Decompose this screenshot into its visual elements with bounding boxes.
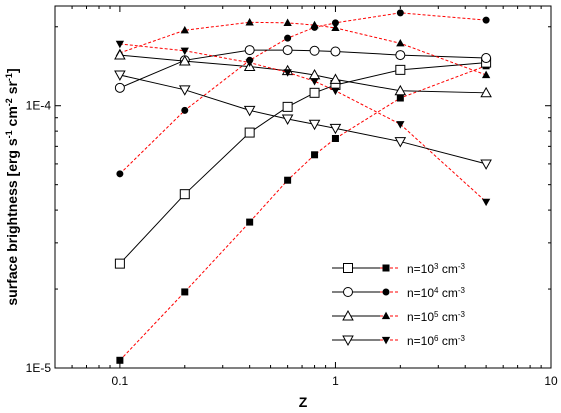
open-point	[282, 45, 293, 56]
open-point	[281, 114, 294, 125]
open-series-line	[119, 49, 487, 89]
legend-item: n=103 cm-3	[332, 262, 465, 277]
filled-point	[181, 106, 189, 114]
filled-point	[396, 38, 405, 47]
filled-point	[115, 40, 125, 49]
open-point	[114, 70, 126, 81]
filled-point	[482, 16, 490, 24]
series-2	[114, 17, 492, 98]
legend: n=103 cm-3 n=104 cm-3 n=105 cm-3 n=106 cm-3	[332, 262, 465, 349]
legend-filled-marker	[382, 288, 390, 296]
filled-point	[481, 198, 491, 207]
open-point	[244, 45, 255, 56]
filled-point	[331, 23, 340, 32]
open-series-line	[119, 62, 487, 264]
filled-point	[310, 78, 319, 86]
legend-label: n=103 cm-3	[407, 262, 465, 277]
filled-point	[180, 25, 189, 34]
y-tick-label: 1E-5	[26, 361, 52, 375]
filled-series-line	[119, 43, 487, 203]
y-tick-label: 1E-4	[26, 99, 52, 113]
filled-point	[396, 94, 404, 102]
legend-item: n=104 cm-3	[332, 286, 465, 301]
filled-point	[116, 356, 124, 364]
open-point	[309, 87, 320, 98]
legend-filled-marker	[382, 264, 390, 272]
open-point	[178, 85, 191, 96]
legend-label: n=105 cm-3	[407, 310, 465, 325]
open-point	[480, 86, 492, 98]
plot-frame	[54, 5, 552, 369]
filled-point	[245, 59, 254, 67]
filled-series-line	[119, 12, 487, 175]
open-point	[481, 53, 492, 64]
y-axis-title: surface brightness [erg s-1 cm-2 sr-1]	[4, 68, 20, 305]
filled-point	[245, 17, 254, 26]
open-series-line	[119, 74, 487, 165]
open-series-line	[119, 54, 487, 94]
legend-open-marker	[343, 287, 353, 297]
filled-point	[396, 9, 404, 17]
filled-point	[310, 20, 319, 29]
open-point	[179, 189, 190, 200]
open-point	[114, 258, 125, 269]
open-point	[395, 50, 406, 61]
open-point	[330, 46, 341, 57]
series-layer	[114, 9, 492, 364]
x-axis-title: Z	[299, 394, 308, 410]
filled-point	[181, 288, 189, 296]
x-tick-label: 1	[332, 374, 339, 388]
filled-series-line	[119, 65, 487, 361]
open-point	[329, 123, 342, 135]
filled-point	[331, 87, 340, 96]
open-point	[308, 119, 321, 131]
filled-point	[481, 70, 491, 79]
filled-series-line	[119, 21, 487, 76]
filled-point	[311, 151, 319, 159]
filled-point	[284, 34, 292, 42]
legend-label: n=106 cm-3	[407, 334, 465, 349]
filled-point	[283, 69, 292, 77]
open-point	[114, 49, 126, 60]
filled-point	[283, 18, 292, 26]
open-point	[282, 101, 293, 112]
open-point	[394, 84, 407, 96]
series-3	[114, 40, 492, 207]
open-point	[114, 82, 125, 93]
filled-point	[116, 170, 124, 178]
legend-filled-marker	[381, 311, 391, 320]
x-tick-label: 10	[544, 374, 558, 388]
legend-filled-marker	[381, 336, 391, 345]
legend-open-marker	[342, 310, 354, 321]
open-point	[178, 55, 191, 66]
filled-point	[331, 134, 339, 142]
series-1	[114, 9, 492, 178]
filled-point	[396, 121, 405, 129]
filled-point	[180, 47, 189, 56]
series-0	[114, 57, 492, 364]
filled-point	[284, 176, 292, 184]
open-point	[243, 105, 256, 117]
legend-item: n=106 cm-3	[332, 334, 465, 349]
open-point	[329, 73, 342, 84]
filled-point	[246, 218, 254, 226]
legend-item: n=105 cm-3	[332, 310, 465, 325]
open-point	[244, 127, 255, 138]
legend-label: n=104 cm-3	[407, 286, 465, 301]
open-point	[480, 159, 492, 170]
open-point	[309, 45, 320, 56]
x-tick-label: 0.1	[112, 374, 129, 388]
open-point	[395, 64, 406, 75]
axis-ticks: 0.1 1 10 1E-5 1E-4	[26, 6, 558, 388]
legend-open-marker	[343, 263, 353, 273]
open-point	[394, 137, 407, 148]
legend-open-marker	[342, 335, 354, 346]
